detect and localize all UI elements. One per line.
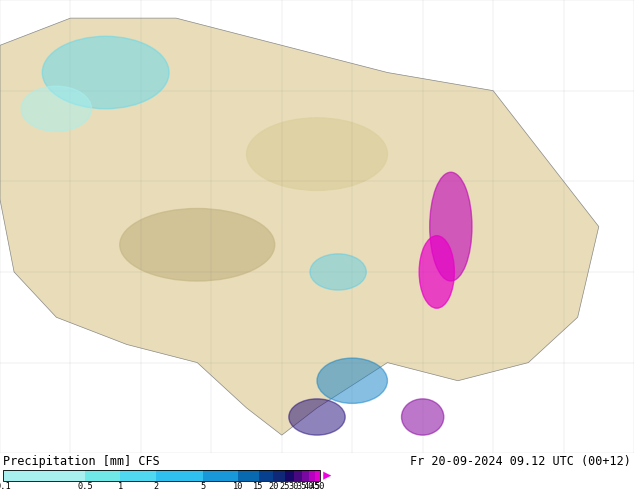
Ellipse shape [310,254,366,290]
Bar [285,470,294,481]
Text: Precipitation [mm] CFS: Precipitation [mm] CFS [3,455,160,468]
Text: 30: 30 [288,482,299,490]
Ellipse shape [317,358,387,403]
Ellipse shape [419,236,455,308]
Text: 0.5: 0.5 [77,482,93,490]
Text: 20: 20 [268,482,278,490]
Bar [273,470,285,481]
Ellipse shape [42,36,169,109]
Text: 25: 25 [280,482,290,490]
Text: 5: 5 [200,482,205,490]
Text: 40: 40 [303,482,314,490]
Ellipse shape [430,172,472,281]
Text: 2: 2 [153,482,158,490]
Ellipse shape [247,118,387,190]
Bar [120,470,156,481]
Polygon shape [0,18,598,435]
Bar [294,470,302,481]
Text: 50: 50 [314,482,325,490]
Bar [314,470,320,481]
Bar [156,470,202,481]
Text: 35: 35 [297,482,307,490]
Text: 45: 45 [309,482,320,490]
Text: 0.1: 0.1 [0,482,11,490]
Bar [85,470,120,481]
Text: 15: 15 [254,482,264,490]
Bar [3,470,85,481]
Text: Fr 20-09-2024 09.12 UTC (00+12): Fr 20-09-2024 09.12 UTC (00+12) [410,455,631,468]
Text: 10: 10 [233,482,243,490]
Ellipse shape [120,209,275,281]
Bar [3,470,320,481]
Ellipse shape [21,86,91,131]
Ellipse shape [401,399,444,435]
Bar [302,470,309,481]
Bar [259,470,273,481]
Bar [238,470,259,481]
Bar [309,470,314,481]
Bar [202,470,238,481]
Text: 1: 1 [118,482,123,490]
Ellipse shape [289,399,345,435]
